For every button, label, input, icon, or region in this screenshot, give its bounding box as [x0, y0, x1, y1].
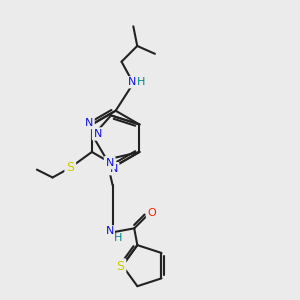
Text: N: N — [110, 164, 118, 174]
Text: H: H — [114, 233, 123, 243]
Text: S: S — [116, 260, 124, 273]
Text: N: N — [106, 158, 114, 168]
Text: N: N — [85, 118, 93, 128]
Text: S: S — [66, 161, 74, 174]
Text: H: H — [137, 77, 146, 87]
Text: N: N — [128, 77, 136, 87]
Text: N: N — [94, 129, 102, 139]
Text: N: N — [106, 226, 114, 236]
Text: O: O — [148, 208, 156, 218]
